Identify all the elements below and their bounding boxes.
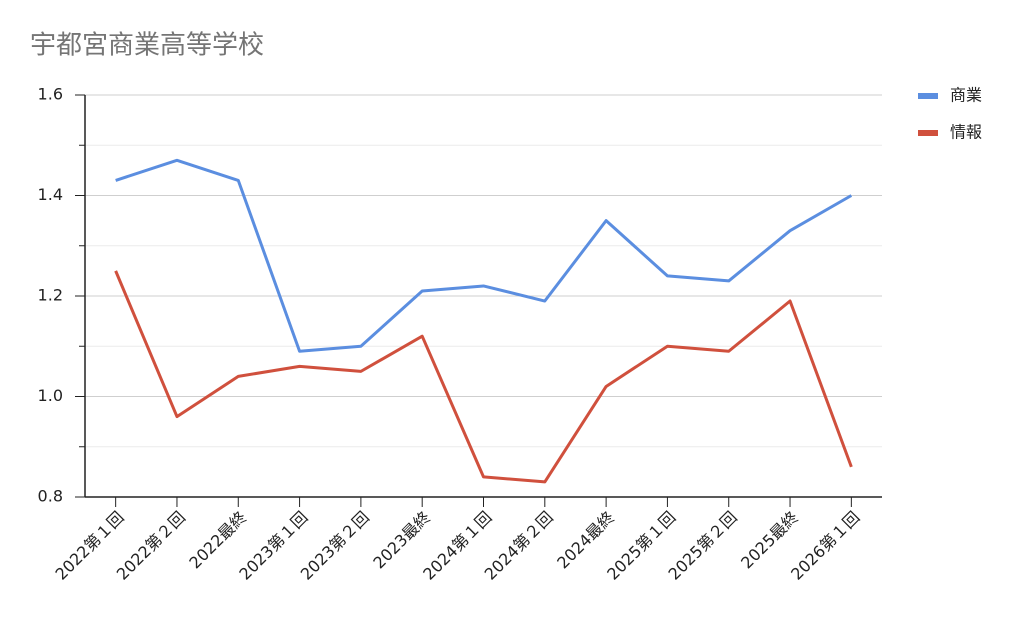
- legend-label: 商業: [950, 86, 982, 105]
- legend-swatch: [918, 93, 938, 99]
- series-line: [114, 270, 853, 484]
- chart-title: 宇都宮商業高等学校: [30, 31, 264, 61]
- legend-swatch: [918, 130, 938, 136]
- y-tick-label: 1.0: [38, 386, 63, 405]
- y-tick-label: 1.4: [38, 185, 63, 204]
- series-line: [115, 158, 853, 353]
- y-tick-label: 1.6: [38, 85, 63, 104]
- legend-label: 情報: [950, 123, 982, 142]
- y-tick-label: 1.2: [38, 286, 63, 305]
- y-tick-label: 0.8: [38, 487, 63, 506]
